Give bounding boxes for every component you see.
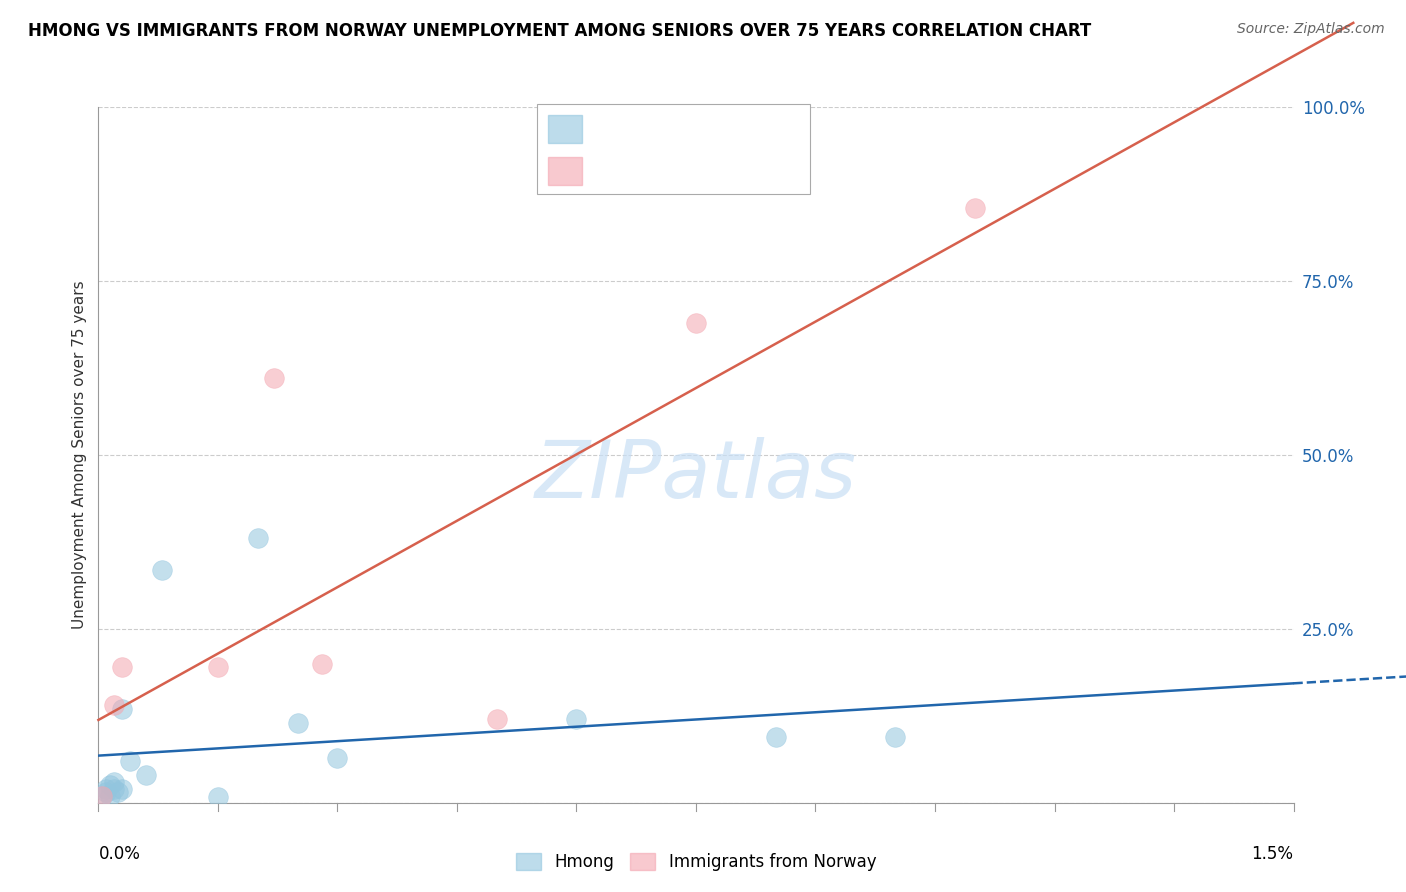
Point <box>120 754 142 768</box>
Point <box>103 775 125 789</box>
Text: 9: 9 <box>740 162 758 180</box>
Point <box>103 698 125 713</box>
Point <box>246 532 269 546</box>
Point <box>135 768 157 782</box>
Point <box>107 785 129 799</box>
FancyBboxPatch shape <box>537 104 810 194</box>
Point <box>207 660 229 674</box>
Point <box>91 789 114 803</box>
Text: R =: R = <box>593 120 633 137</box>
Point <box>685 316 707 330</box>
Point <box>765 730 787 744</box>
Text: 0.0%: 0.0% <box>98 845 141 863</box>
Text: R =: R = <box>593 162 633 180</box>
Text: Source: ZipAtlas.com: Source: ZipAtlas.com <box>1237 22 1385 37</box>
Y-axis label: Unemployment Among Seniors over 75 years: Unemployment Among Seniors over 75 years <box>72 281 87 629</box>
Point <box>98 778 122 792</box>
Point <box>565 712 588 726</box>
Bar <box>548 115 582 143</box>
Text: 0.015: 0.015 <box>633 120 689 137</box>
Point <box>111 660 134 674</box>
Point <box>111 702 134 716</box>
Point <box>96 781 118 796</box>
Text: N =: N = <box>697 162 737 180</box>
Point <box>963 201 986 215</box>
Point <box>98 789 122 803</box>
Point <box>311 657 333 671</box>
Point <box>263 371 285 385</box>
Text: ZIPatlas: ZIPatlas <box>534 437 858 515</box>
Text: 20: 20 <box>740 120 765 137</box>
Point <box>485 712 508 726</box>
Legend: Hmong, Immigrants from Norway: Hmong, Immigrants from Norway <box>509 847 883 878</box>
Text: N =: N = <box>697 120 737 137</box>
Point <box>96 785 118 799</box>
Text: HMONG VS IMMIGRANTS FROM NORWAY UNEMPLOYMENT AMONG SENIORS OVER 75 YEARS CORRELA: HMONG VS IMMIGRANTS FROM NORWAY UNEMPLOY… <box>28 22 1091 40</box>
Point <box>91 789 114 803</box>
Point <box>111 781 134 796</box>
Point <box>326 750 349 764</box>
Bar <box>548 157 582 185</box>
Point <box>103 781 125 796</box>
Text: 0.749: 0.749 <box>633 162 689 180</box>
Point <box>287 715 309 730</box>
Point <box>150 563 173 577</box>
Point <box>884 730 907 744</box>
Text: 1.5%: 1.5% <box>1251 845 1294 863</box>
Point <box>207 790 229 805</box>
